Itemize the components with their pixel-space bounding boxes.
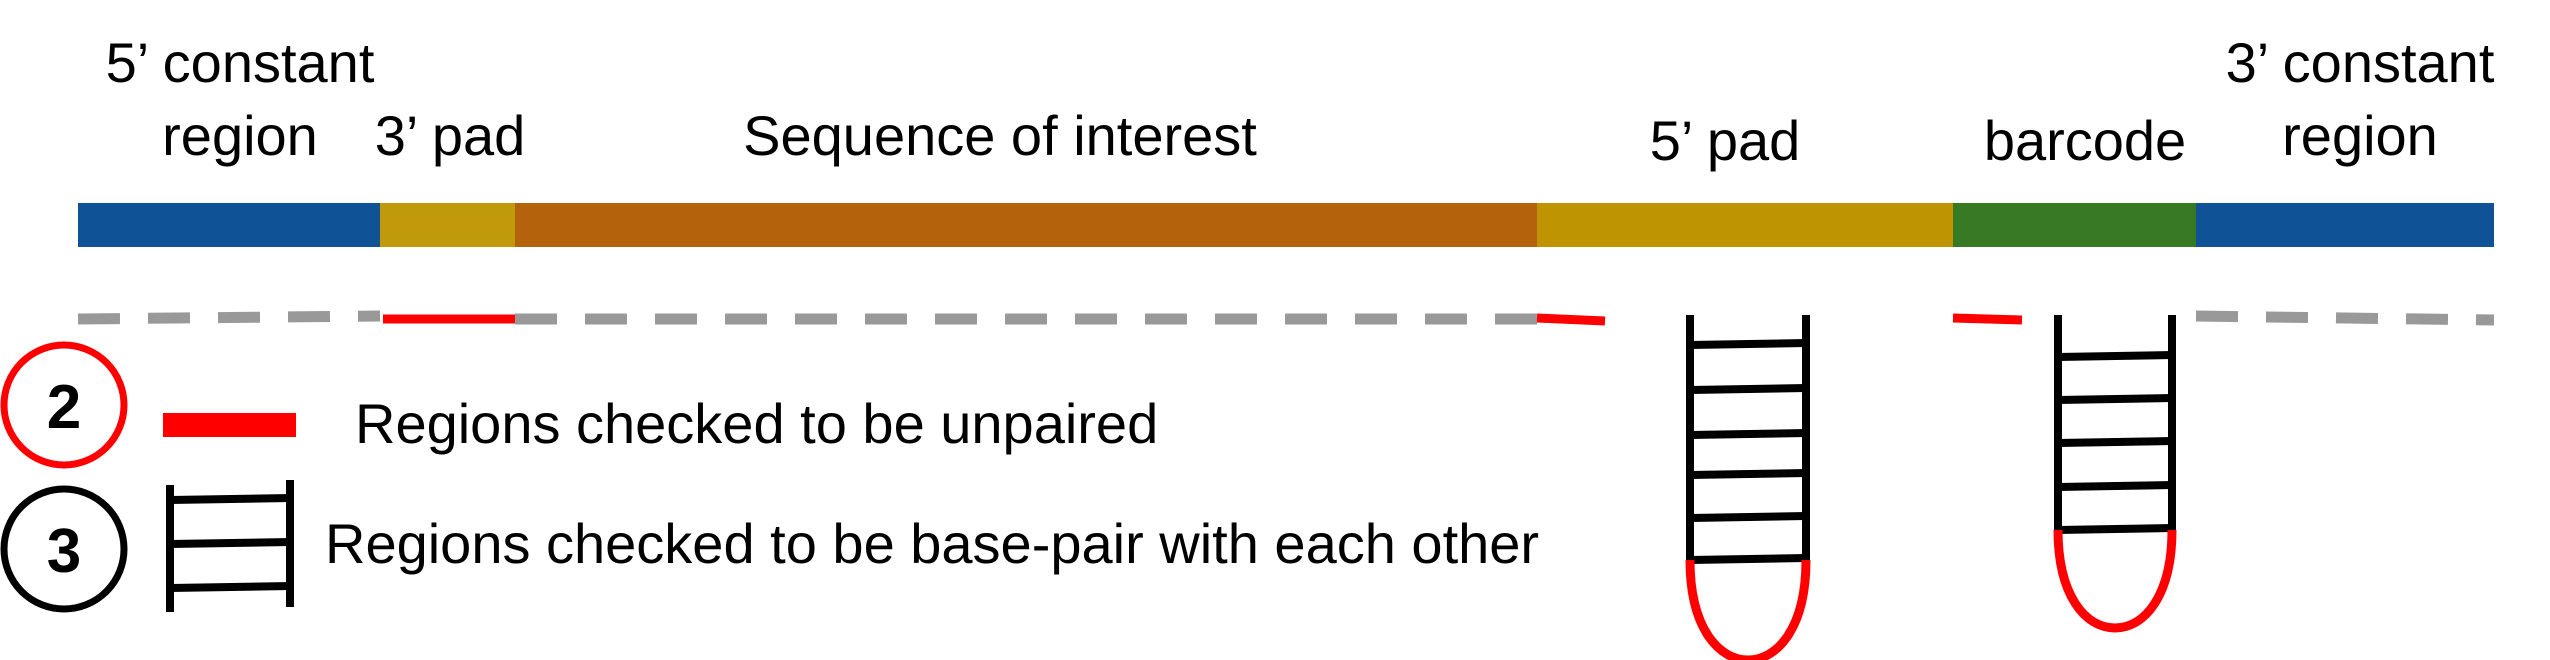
label-sequence-of-interest: Sequence of interest [743, 104, 1257, 167]
label-3prime-constant-line2: region [2282, 104, 2438, 167]
hairpin1-rung [1689, 429, 1807, 439]
hairpin1-rung [1689, 512, 1807, 522]
segment-5prime-pad [1537, 203, 1953, 247]
hairpin1-rung [1689, 554, 1807, 564]
segment-barcode [1953, 203, 2196, 247]
legend: 2 Regions checked to be unpaired 3 Regio… [0, 341, 1539, 613]
hairpin2-rung [2057, 481, 2173, 491]
hairpin2-rung [2057, 437, 2173, 447]
hairpin2-rung [2057, 524, 2173, 534]
legend-number-3: 3 [47, 517, 81, 586]
hairpin2-loop [2053, 529, 2177, 633]
legend-number-2: 2 [47, 373, 81, 442]
legend-basepair-text: Regions checked to be base-pair with eac… [325, 512, 1539, 575]
hairpin1-rung [1689, 384, 1807, 394]
label-barcode: barcode [1984, 109, 2186, 172]
hairpin-barcode [2053, 315, 2177, 633]
segment-3prime-constant-region [2196, 203, 2494, 247]
segment-5prime-constant-region [78, 203, 380, 247]
segment-sequence-of-interest [515, 203, 1537, 247]
unpaired-barcode-start [1952, 313, 2023, 325]
label-5prime-constant-line2: region [162, 104, 318, 167]
unpaired-segments [383, 313, 2023, 326]
sequence-bar [78, 203, 2494, 247]
dashed-line-left [77, 310, 381, 325]
label-3prime-pad: 3’ pad [375, 104, 526, 167]
legend-unpaired-text: Regions checked to be unpaired [355, 392, 1158, 455]
unpaired-5prime-pad-start [1536, 313, 1606, 326]
dashed-line-right [2195, 310, 2495, 326]
structure-line [77, 310, 2495, 326]
hairpin1-rung [1689, 469, 1807, 479]
label-3prime-constant-line1: 3’ constant [2226, 31, 2495, 94]
label-5prime-constant-line1: 5’ constant [106, 31, 375, 94]
legend-number-2-circle [0, 341, 128, 469]
label-5prime-pad: 5’ pad [1650, 109, 1801, 172]
legend-ladder-icon [166, 480, 294, 612]
legend-number-3-circle [0, 485, 128, 613]
hairpin-5prime-pad [1685, 315, 1811, 660]
segment-3prime-pad [380, 203, 515, 247]
hairpin2-rung [2057, 394, 2173, 404]
hairpin1-rung [1689, 339, 1807, 349]
hairpin1-loop [1685, 559, 1811, 660]
hairpin2-rung [2057, 351, 2173, 361]
